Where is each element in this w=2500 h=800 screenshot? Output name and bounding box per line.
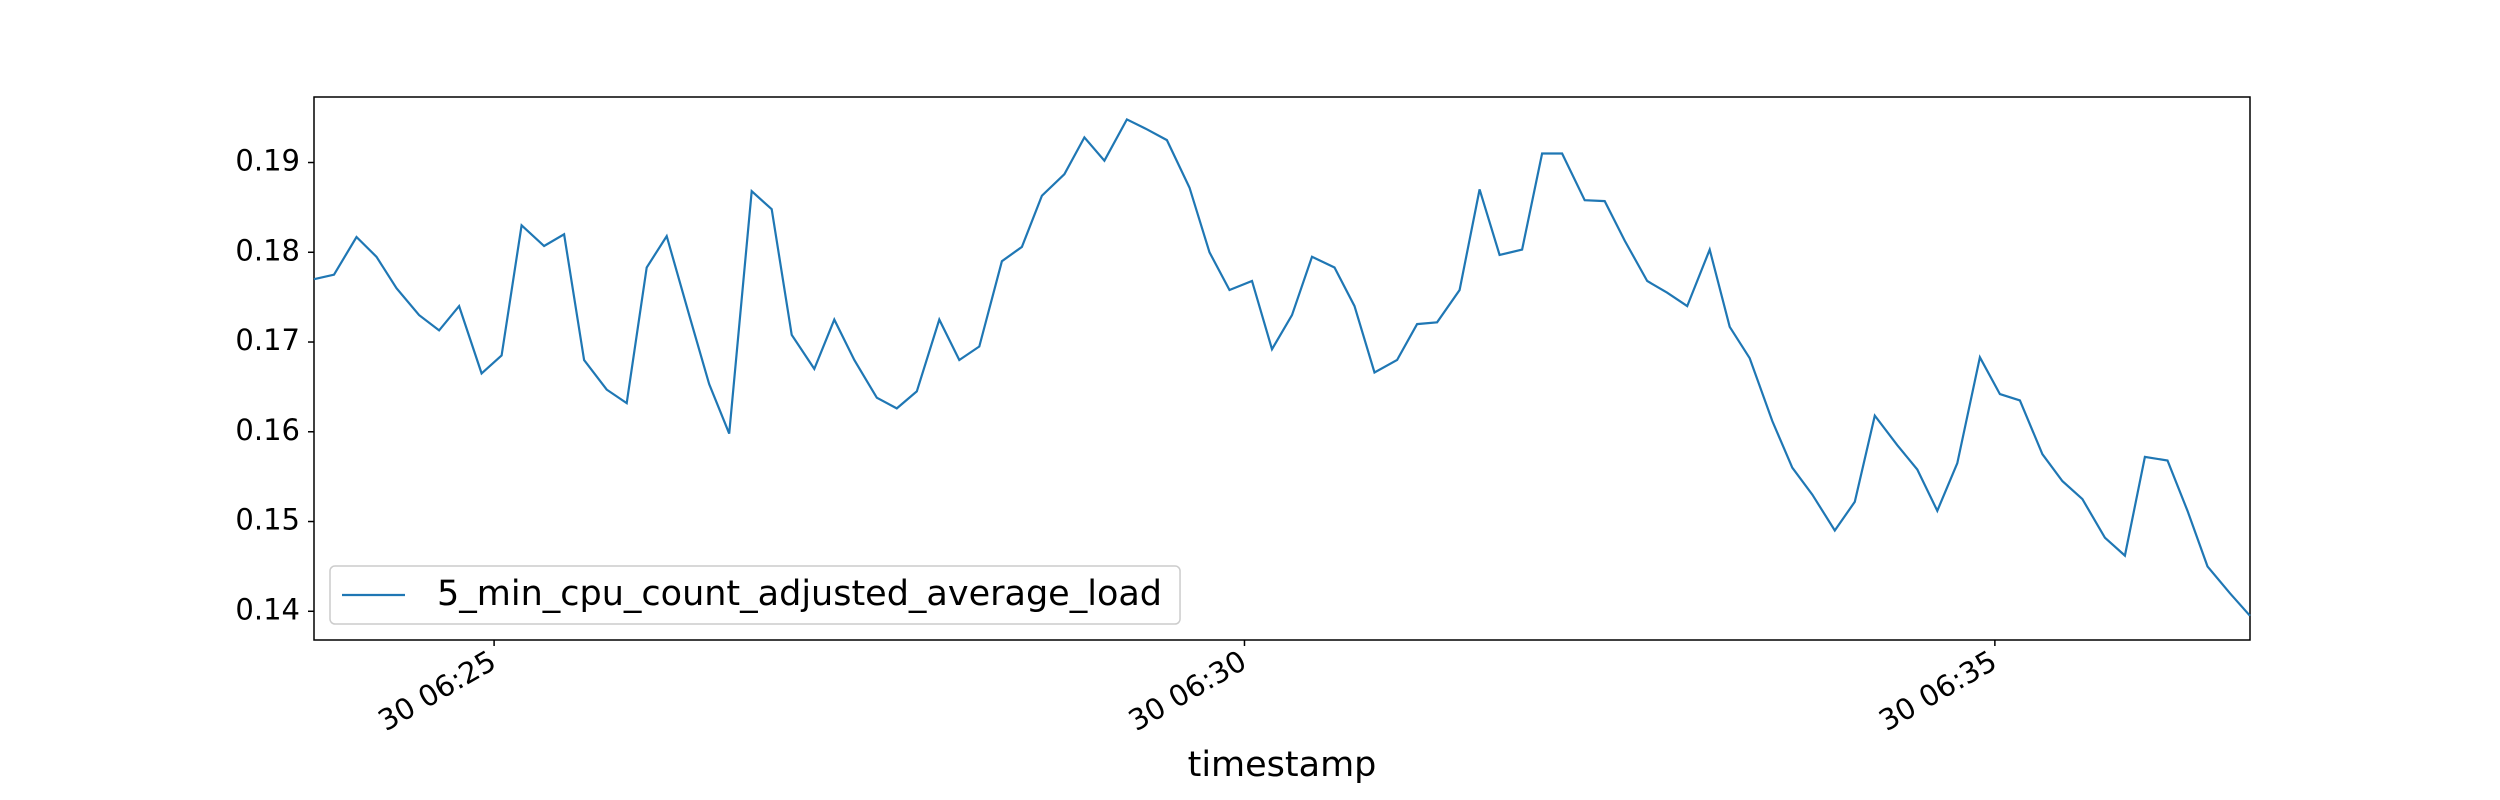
y-tick-label: 0.19 [235,144,300,178]
x-tick-label: 30 06:35 [1873,644,2002,738]
x-tick-label: 30 06:30 [1123,644,1252,738]
x-axis-label: timestamp [1188,745,1377,785]
y-tick-label: 0.15 [235,503,300,537]
series-line [313,117,2251,617]
y-tick-label: 0.17 [235,323,300,357]
y-tick-label: 0.16 [235,413,300,447]
plot-area [313,96,2251,641]
legend-label: 5_min_cpu_count_adjusted_average_load [437,574,1162,614]
legend-box [329,565,1181,625]
y-tick-label: 0.18 [235,233,300,267]
x-tick-label: 30 06:25 [372,644,501,738]
y-tick-label: 0.14 [235,592,300,626]
